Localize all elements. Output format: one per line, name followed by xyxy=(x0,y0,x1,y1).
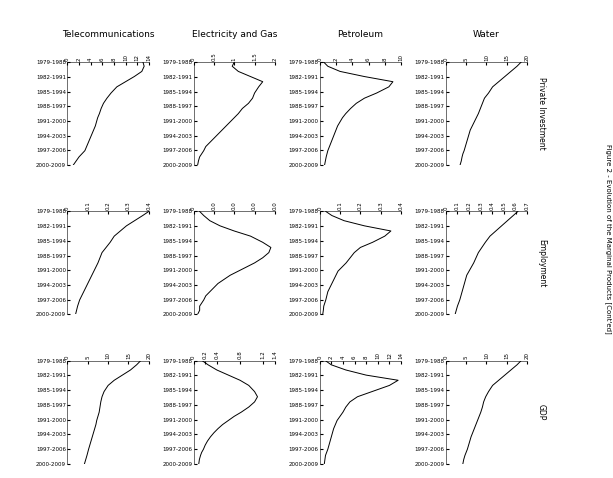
Text: GDP: GDP xyxy=(537,404,546,420)
Text: Employment: Employment xyxy=(537,239,546,287)
Text: Private Investment: Private Investment xyxy=(537,77,546,150)
Title: Electricity and Gas: Electricity and Gas xyxy=(191,30,277,39)
Title: Telecommunications: Telecommunications xyxy=(62,30,154,39)
Title: Water: Water xyxy=(473,30,500,39)
Text: Figure 2 - Evolution of the Marginal Products [Cont'ed]: Figure 2 - Evolution of the Marginal Pro… xyxy=(605,144,612,334)
Title: Petroleum: Petroleum xyxy=(337,30,383,39)
